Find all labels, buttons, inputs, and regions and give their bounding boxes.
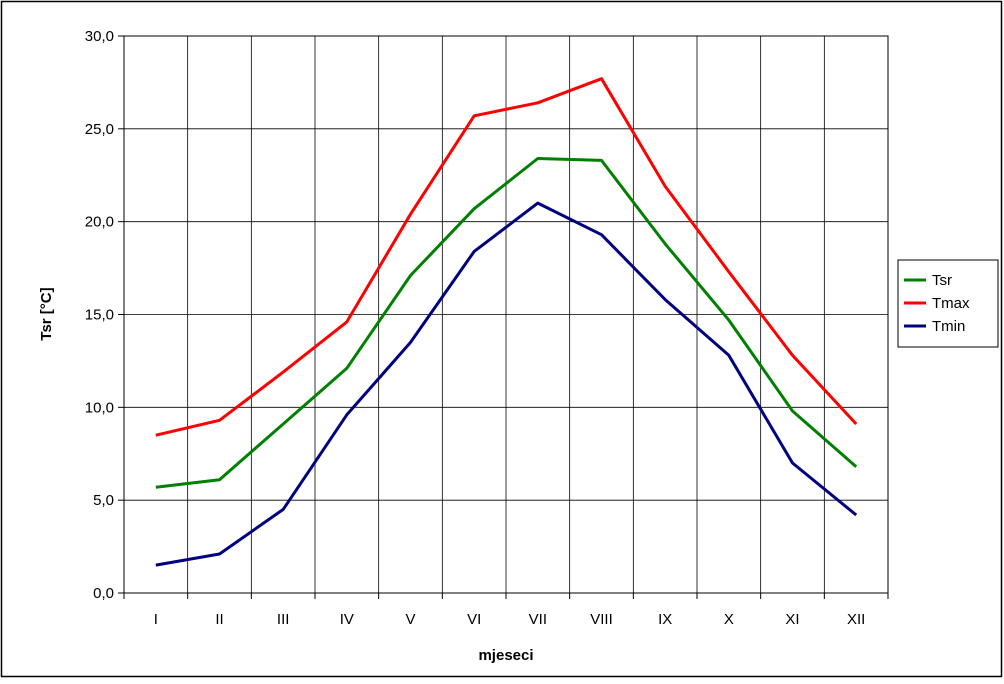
axes: 0,05,010,015,020,025,030,0I II III IV V VI VII… <box>85 28 889 628</box>
y-tick-label: 5,0 <box>93 492 114 509</box>
x-tick-label: VIII <box>590 611 613 628</box>
legend: Tsr Tmax Tmin <box>897 259 999 348</box>
x-tick-label: III <box>277 611 290 628</box>
x-axis-title: mjeseci <box>478 647 533 664</box>
x-tick-label: X <box>724 611 734 628</box>
series-lines <box>155 77 858 567</box>
legend-label-tmax: Tmax <box>932 295 970 312</box>
y-tick-label: 15,0 <box>85 307 114 324</box>
series-line-tsr <box>155 157 858 489</box>
x-tick-label: VI <box>467 611 481 628</box>
x-tick-label: XII <box>847 611 865 628</box>
x-tick-label: I <box>154 611 158 628</box>
y-tick-label: 25,0 <box>85 121 114 138</box>
gridlines <box>124 35 888 593</box>
y-tick-label: 20,0 <box>85 214 114 231</box>
y-tick-label: 30,0 <box>85 28 114 45</box>
y-tick-label: 0,0 <box>93 585 114 602</box>
x-tick-label: IV <box>340 611 354 628</box>
legend-label-tmin: Tmin <box>932 318 965 335</box>
y-tick-label: 10,0 <box>85 399 114 416</box>
x-tick-label: V <box>405 611 415 628</box>
x-tick-label: IX <box>658 611 672 628</box>
x-tick-label: II <box>215 611 223 628</box>
series-line-tmin <box>155 201 858 567</box>
x-tick-label: VII <box>529 611 547 628</box>
y-axis-title: Tsr [°C] <box>38 287 55 340</box>
x-tick-label: XI <box>785 611 799 628</box>
series-line-tmax <box>155 77 858 437</box>
legend-label-tsr: Tsr <box>932 272 952 289</box>
